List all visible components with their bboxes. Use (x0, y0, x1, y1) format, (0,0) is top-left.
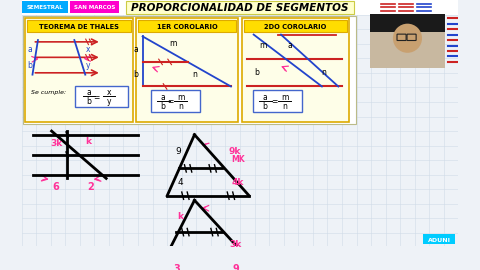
FancyBboxPatch shape (138, 20, 236, 32)
Text: 2: 2 (87, 182, 94, 192)
Circle shape (393, 24, 422, 53)
FancyBboxPatch shape (136, 18, 238, 122)
Text: a: a (28, 45, 33, 54)
Text: a: a (288, 41, 292, 50)
FancyBboxPatch shape (423, 234, 455, 244)
Text: a: a (160, 93, 165, 102)
FancyBboxPatch shape (151, 90, 200, 112)
FancyBboxPatch shape (242, 18, 349, 122)
Text: b: b (86, 97, 91, 106)
Text: =: = (271, 97, 278, 106)
Text: m: m (169, 39, 177, 48)
Text: b: b (262, 102, 267, 111)
Text: 1ER COROLARIO: 1ER COROLARIO (157, 24, 217, 30)
FancyBboxPatch shape (27, 20, 131, 32)
Text: 9k: 9k (228, 147, 241, 156)
Text: 9: 9 (175, 147, 181, 156)
Text: 4: 4 (178, 178, 184, 187)
Text: b: b (28, 60, 33, 70)
FancyBboxPatch shape (22, 0, 458, 15)
Text: y: y (86, 60, 91, 70)
Text: n: n (179, 102, 183, 111)
Text: n: n (282, 102, 287, 111)
Text: a: a (133, 45, 138, 54)
FancyBboxPatch shape (253, 90, 302, 112)
Text: m: m (177, 93, 184, 102)
Text: n: n (192, 70, 197, 79)
Text: TEOREMA DE THALES: TEOREMA DE THALES (39, 24, 119, 30)
Text: x: x (107, 88, 111, 97)
Text: =: = (93, 93, 99, 102)
Text: SAN MARCOS: SAN MARCOS (74, 5, 115, 10)
Text: b: b (133, 70, 138, 79)
Text: 4k: 4k (232, 178, 244, 187)
Text: 3k: 3k (229, 240, 241, 249)
Text: b: b (254, 68, 259, 77)
Text: Se cumple:: Se cumple: (31, 90, 66, 95)
Text: x: x (86, 45, 91, 54)
Text: PROPORCIONALIDAD DE SEGMENTOS: PROPORCIONALIDAD DE SEGMENTOS (131, 3, 349, 13)
FancyBboxPatch shape (370, 14, 445, 32)
Text: ADUNI: ADUNI (428, 238, 451, 243)
Text: n: n (321, 68, 326, 77)
Text: m: m (281, 93, 288, 102)
FancyBboxPatch shape (25, 18, 132, 122)
Text: 6: 6 (53, 182, 60, 192)
FancyBboxPatch shape (70, 1, 119, 13)
Text: 3: 3 (173, 264, 180, 270)
FancyBboxPatch shape (23, 1, 68, 13)
FancyBboxPatch shape (370, 14, 445, 68)
FancyBboxPatch shape (75, 86, 128, 107)
Text: a: a (262, 93, 267, 102)
Text: SEMESTRAL: SEMESTRAL (27, 5, 63, 10)
Text: 2DO COROLARIO: 2DO COROLARIO (264, 24, 327, 30)
Text: 9: 9 (233, 264, 240, 270)
Text: k: k (85, 137, 91, 147)
Text: k: k (177, 212, 183, 221)
Text: =: = (168, 97, 174, 106)
Text: MK: MK (231, 155, 245, 164)
Text: m: m (259, 41, 266, 50)
Text: b: b (160, 102, 165, 111)
Text: y: y (107, 97, 111, 106)
Text: 3k: 3k (50, 139, 62, 148)
FancyBboxPatch shape (244, 20, 348, 32)
FancyBboxPatch shape (126, 1, 354, 14)
FancyBboxPatch shape (24, 16, 356, 124)
Text: a: a (86, 88, 91, 97)
